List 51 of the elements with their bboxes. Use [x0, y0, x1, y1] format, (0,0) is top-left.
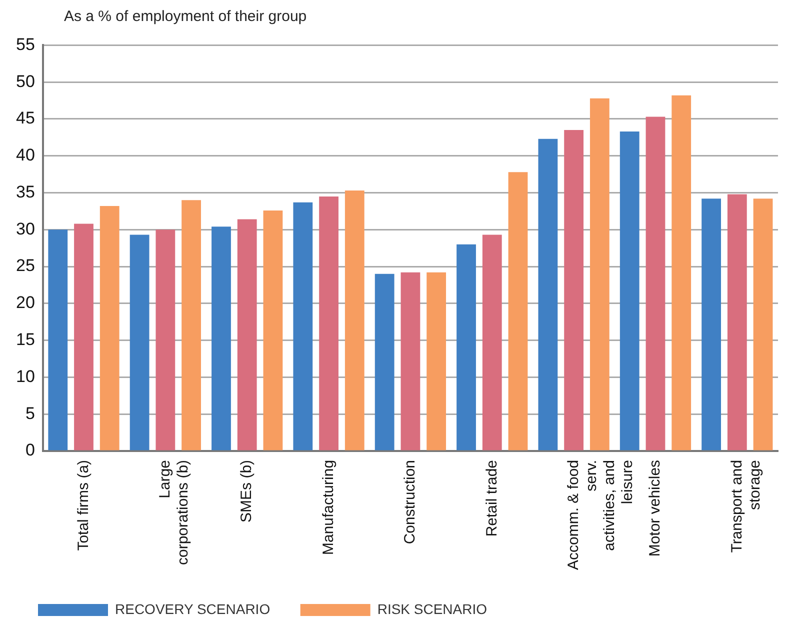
- bar: [508, 172, 528, 450]
- bar: [400, 272, 420, 450]
- bar: [456, 244, 476, 450]
- y-tick-label: 45: [16, 108, 35, 128]
- y-tick-label: 0: [25, 440, 35, 460]
- y-axis-title: As a % of employment of their group: [64, 8, 308, 25]
- y-tick-label: 5: [25, 404, 35, 423]
- y-tick-label: 25: [16, 256, 35, 276]
- bar: [182, 200, 201, 450]
- bar: [237, 219, 257, 450]
- bar: [590, 98, 610, 450]
- bar: [753, 198, 773, 450]
- x-tick-label: Retail trade: [483, 460, 500, 537]
- y-tick-label: 30: [16, 219, 35, 238]
- x-tick-label: Total firms (a): [74, 460, 92, 551]
- bar: [156, 230, 176, 450]
- bar: [130, 234, 150, 450]
- y-tick-label: 15: [16, 330, 35, 349]
- bar: [212, 226, 231, 450]
- x-tick-label: Motor vehicles: [646, 460, 664, 557]
- bar: [482, 234, 502, 450]
- x-tick-label: Accomm. & food serv. activities, and leisure: [564, 460, 636, 570]
- bar: [293, 202, 313, 450]
- x-tick-label: Construction: [402, 460, 419, 544]
- bar: [74, 224, 94, 450]
- bar: [620, 132, 640, 450]
- x-tick-label: Transport and storage: [728, 460, 764, 553]
- bar: [100, 206, 120, 450]
- legend-label: RISK SCENARIO: [377, 600, 488, 617]
- bar: [319, 196, 338, 450]
- bar: [727, 194, 747, 450]
- bar: [344, 190, 364, 450]
- y-tick-label: 20: [16, 293, 35, 312]
- bar: [646, 116, 666, 450]
- y-tick-label: 35: [16, 182, 35, 202]
- x-tick-label: SMEs (b): [238, 460, 256, 522]
- y-tick-label: 55: [16, 34, 35, 54]
- bar: [374, 274, 394, 450]
- y-tick-label: 50: [16, 72, 35, 91]
- bar: [426, 272, 446, 450]
- legend-label: RECOVERY SCENARIO: [115, 600, 270, 617]
- bar: [48, 230, 68, 450]
- x-tick-label: Manufacturing: [320, 460, 337, 556]
- y-tick-label: 40: [16, 146, 35, 165]
- y-tick-label: 10: [16, 366, 35, 386]
- bar: [538, 138, 558, 450]
- bar: [702, 198, 721, 450]
- x-tick-label: Large corporations (b): [156, 460, 192, 566]
- bar: [672, 95, 692, 450]
- bar: [263, 210, 283, 450]
- bar: [564, 130, 584, 450]
